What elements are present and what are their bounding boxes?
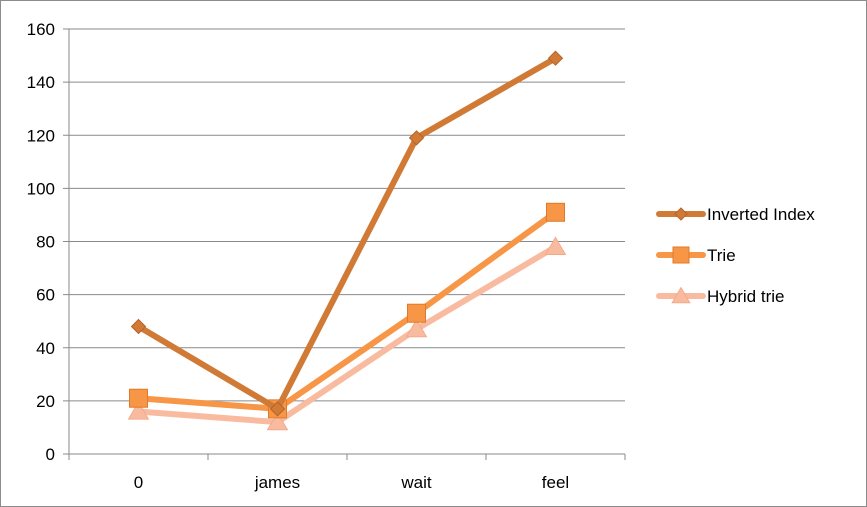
data-point-trie bbox=[129, 388, 148, 408]
x-tick-label: feel bbox=[542, 473, 569, 492]
legend: Inverted Index Trie Hybrid trie bbox=[656, 205, 815, 306]
series-hybrid-trie bbox=[127, 236, 567, 431]
data-point-hybrid-trie bbox=[127, 401, 150, 420]
data-point-hybrid-trie bbox=[266, 411, 289, 431]
series-line-hybrid-trie bbox=[135, 243, 559, 426]
legend-marker-inverted-index bbox=[674, 207, 688, 221]
axes bbox=[63, 28, 626, 460]
series-line-inverted-index bbox=[135, 55, 559, 412]
legend-label-inverted-index: Inverted Index bbox=[707, 205, 815, 224]
data-point-inverted-index bbox=[130, 318, 147, 335]
y-axis-ticks: 0 20 40 60 80 100 120 140 160 bbox=[27, 20, 55, 464]
legend-item-hybrid-trie: Hybrid trie bbox=[656, 286, 784, 306]
y-tick-label: 20 bbox=[36, 392, 55, 411]
legend-marker-hybrid-trie bbox=[671, 286, 691, 304]
data-point-hybrid-trie bbox=[405, 318, 428, 338]
legend-item-inverted-index: Inverted Index bbox=[656, 205, 815, 224]
gridlines bbox=[69, 28, 625, 402]
data-point-inverted-index bbox=[269, 401, 286, 417]
series-trie bbox=[129, 202, 565, 419]
series-line-trie bbox=[135, 209, 559, 412]
legend-label-hybrid-trie: Hybrid trie bbox=[707, 287, 784, 306]
data-point-inverted-index bbox=[547, 50, 564, 66]
y-tick-label: 140 bbox=[27, 73, 55, 92]
y-tick-label: 160 bbox=[27, 20, 55, 39]
legend-item-trie: Trie bbox=[656, 246, 736, 265]
y-tick-label: 60 bbox=[36, 286, 55, 305]
y-tick-label: 40 bbox=[36, 339, 55, 358]
data-point-hybrid-trie bbox=[544, 236, 567, 255]
x-tick-label: james bbox=[254, 473, 300, 492]
y-tick-label: 80 bbox=[36, 233, 55, 252]
data-point-trie bbox=[407, 303, 426, 323]
series-group bbox=[127, 50, 567, 431]
data-point-trie bbox=[546, 202, 565, 222]
x-tick-label: 0 bbox=[134, 473, 143, 492]
legend-marker-trie bbox=[672, 246, 690, 264]
y-tick-label: 120 bbox=[27, 126, 55, 145]
x-tick-label: wait bbox=[400, 473, 432, 492]
data-point-inverted-index bbox=[408, 130, 425, 146]
x-axis-ticks: 0 james wait feel bbox=[134, 473, 569, 492]
series-inverted-index bbox=[130, 50, 564, 417]
y-tick-label: 100 bbox=[27, 179, 55, 198]
y-tick-label: 0 bbox=[46, 445, 55, 464]
legend-label-trie: Trie bbox=[707, 246, 736, 265]
